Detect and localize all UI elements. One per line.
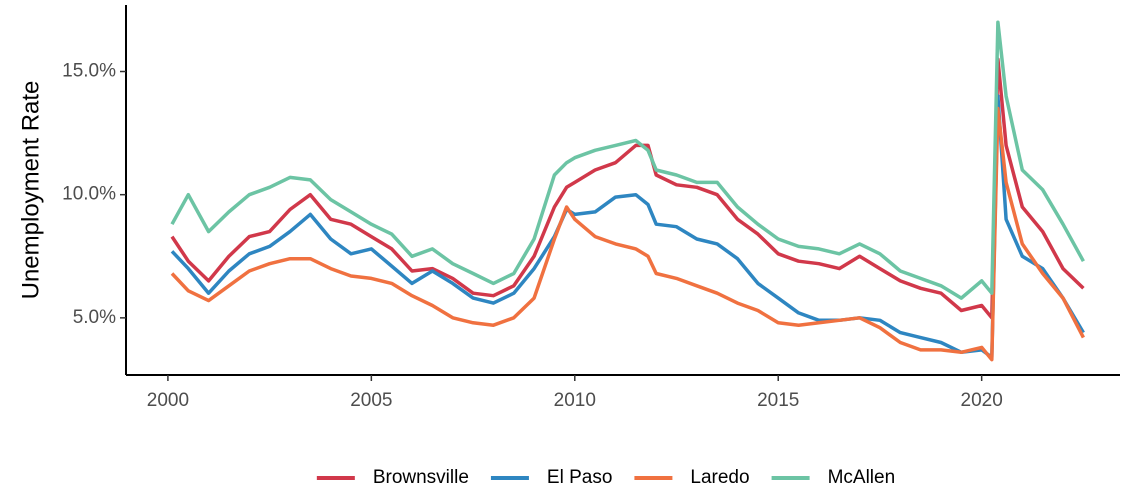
series-line [170, 106, 1085, 362]
legend-label: McAllen [828, 467, 896, 488]
legend-label: Laredo [690, 467, 749, 488]
x-tick-label: 2015 [757, 390, 799, 411]
x-tick-label: 2005 [350, 390, 392, 411]
y-axis-title: Unemployment Rate [17, 81, 44, 300]
y-tick-label: 15.0% [62, 61, 116, 82]
series-line [170, 94, 1085, 360]
series-line [170, 20, 1085, 300]
series-line [170, 57, 1085, 320]
y-tick-label: 5.0% [73, 307, 116, 328]
y-tick-label: 10.0% [62, 184, 116, 205]
x-tick-label: 2000 [147, 390, 189, 411]
legend-label: Brownsville [373, 467, 469, 488]
x-tick-label: 2020 [961, 390, 1003, 411]
legend-label: El Paso [547, 467, 612, 488]
x-tick-label: 2010 [554, 390, 596, 411]
